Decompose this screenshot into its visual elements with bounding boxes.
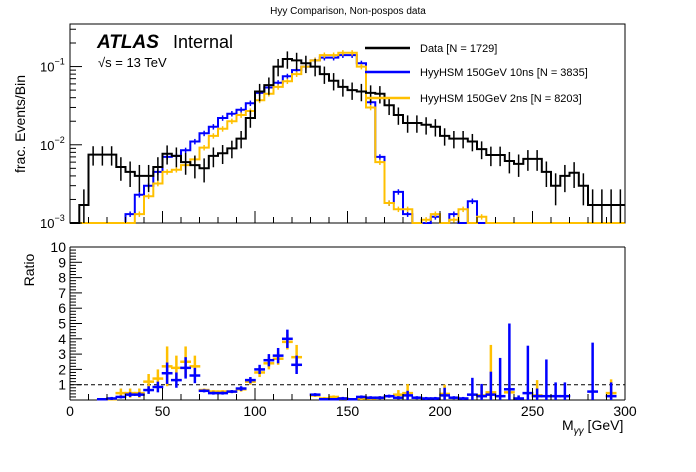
top-y-tick-label: 10−1 <box>40 57 65 75</box>
histogram-line-1 <box>70 54 625 224</box>
legend-label-data: Data [N = 1729] <box>420 43 497 55</box>
tick-exponent: −3 <box>54 213 64 223</box>
ratio-series-0 <box>96 334 617 401</box>
legend-label-10ns: HyyHSM 150GeV 10ns [N = 3835] <box>420 67 588 79</box>
chart-title: Hyy Comparison, Non-pospos data <box>270 6 426 17</box>
histogram-line-0 <box>70 58 625 224</box>
ratio-y-tick-label: 1 <box>58 377 66 393</box>
x-tick-label: 150 <box>336 403 360 419</box>
ratio-y-tick-label: 5 <box>58 316 66 332</box>
ratio-series-1 <box>96 323 617 401</box>
top-panel: 10−1 10−2 10−3 frac. Events/Bin ATLAS Inte… <box>12 23 626 231</box>
ratio-y-tick-label: 7 <box>58 285 66 301</box>
ratio-y-tick-label: 4 <box>58 331 66 347</box>
ratio-series-group <box>96 323 617 401</box>
ratio-y-tick-label: 9 <box>58 254 66 270</box>
ratio-y-tick-label: 2 <box>58 361 66 377</box>
x-tick-labels: 0 50 100 150 200 250 300 <box>66 403 637 419</box>
series-0 <box>70 51 625 224</box>
legend: Data [N = 1729] HyyHSM 150GeV 10ns [N = … <box>365 43 588 105</box>
internal-label: Internal <box>173 32 233 52</box>
x-tick-label: 250 <box>521 403 545 419</box>
x-tick-label: 300 <box>613 403 637 419</box>
x-tick-label: 200 <box>428 403 452 419</box>
x-tick-label: 0 <box>66 403 74 419</box>
top-axes: 10−1 10−2 10−3 <box>40 28 626 231</box>
ratio-y-axis-label: Ratio <box>21 253 37 286</box>
x-axis-label-sub: γγ <box>574 426 585 437</box>
ratio-y-tick-label: 8 <box>58 270 66 286</box>
histogram-line-2 <box>70 51 625 224</box>
x-axis-label-unit: [GeV] <box>584 417 624 433</box>
x-tick-label: 100 <box>243 403 267 419</box>
atlas-label: ATLAS <box>96 32 159 53</box>
legend-label-2ns: HyyHSM 150GeV 2ns [N = 8203] <box>420 93 582 105</box>
energy-label: √s = 13 TeV <box>98 55 167 70</box>
top-y-tick-label: 10−3 <box>40 213 65 231</box>
tick-exponent: −1 <box>54 57 64 67</box>
x-axis-label: Mγγ [GeV] <box>562 417 623 437</box>
x-axis-label-main: M <box>562 417 574 433</box>
top-y-axis-label: frac. Events/Bin <box>12 75 28 173</box>
top-y-tick-label: 10−2 <box>40 135 65 153</box>
ratio-y-tick-label: 3 <box>58 346 66 362</box>
tick-exponent: −2 <box>54 135 64 145</box>
ratio-y-tick-label: 6 <box>58 300 66 316</box>
ratio-y-tick-label: 10 <box>50 239 66 255</box>
x-tick-label: 50 <box>155 403 171 419</box>
